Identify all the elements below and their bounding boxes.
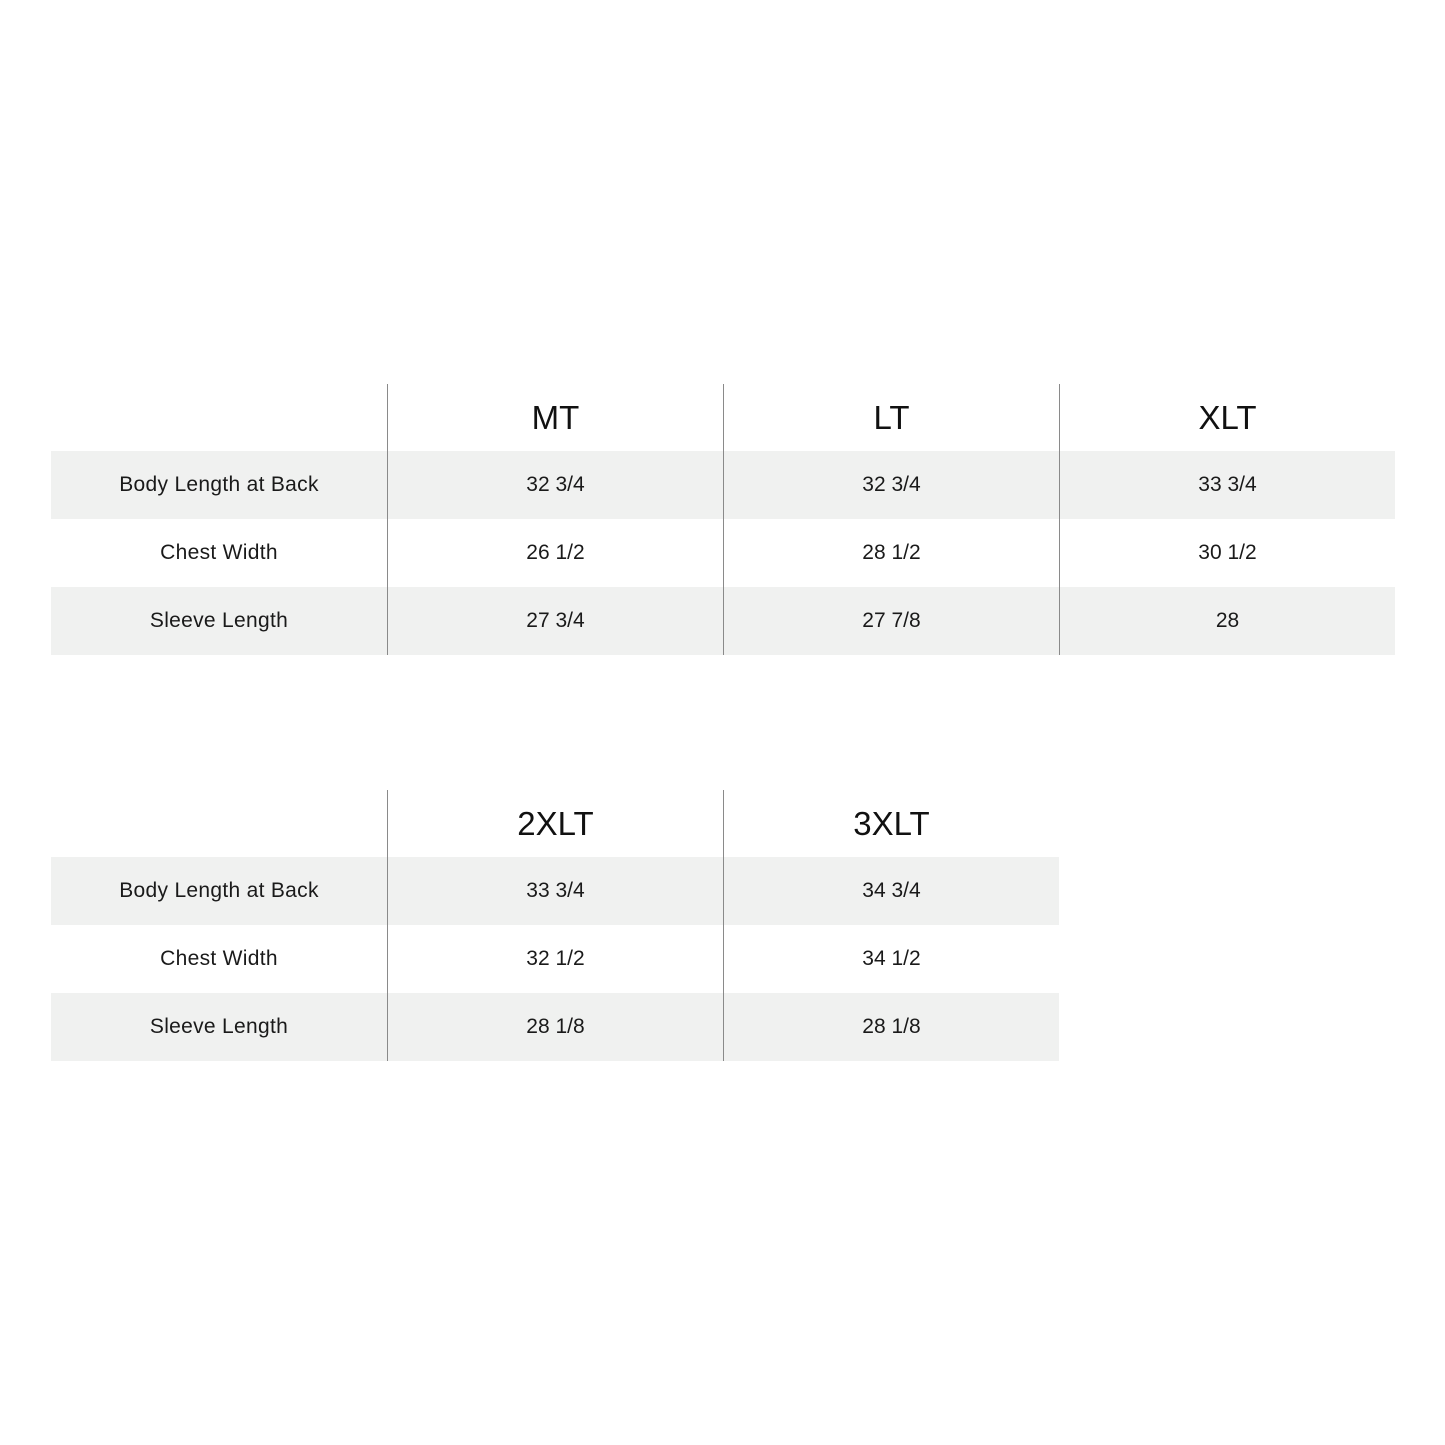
table-cell: 27 7/8 [723,587,1059,655]
size-chart-table-2: 2XLT 3XLT Body Length at Back 33 3/4 34 … [51,790,1059,1061]
table-cell: 32 3/4 [723,451,1059,519]
table-row: Sleeve Length 28 1/8 28 1/8 [51,993,1059,1061]
row-label: Chest Width [160,541,278,564]
row-label: Body Length at Back [51,451,387,519]
table-cell: 28 1/8 [723,993,1059,1061]
row-label: Body Length at Back [51,857,387,925]
table-header-row: MT LT XLT [51,384,1395,451]
row-label: Sleeve Length [51,587,387,655]
table-cell: 28 1/2 [723,519,1059,587]
size-header: 3XLT [723,790,1059,857]
table-row: Chest Width 32 1/2 34 1/2 [51,925,1059,993]
header-corner [51,384,387,451]
table-cell: 26 1/2 [387,519,723,587]
table-cell: 30 1/2 [1059,519,1395,587]
row-label: Sleeve Length [51,993,387,1061]
table-cell: 32 1/2 [387,925,723,993]
table-row: Body Length at Back 32 3/4 32 3/4 33 3/4 [51,451,1395,519]
table-cell: 28 1/8 [387,993,723,1061]
size-header: MT [387,384,723,451]
table-cell: 34 1/2 [723,925,1059,993]
size-header: XLT [1059,384,1395,451]
table-cell: 33 3/4 [1059,451,1395,519]
table-cell: 32 3/4 [387,451,723,519]
table-cell: 34 3/4 [723,857,1059,925]
table-cell: 27 3/4 [387,587,723,655]
table-header-row: 2XLT 3XLT [51,790,1059,857]
size-header: 2XLT [387,790,723,857]
table-row: Sleeve Length 27 3/4 27 7/8 28 [51,587,1395,655]
header-corner [51,790,387,857]
table-cell: 33 3/4 [387,857,723,925]
size-chart-table-1: MT LT XLT Body Length at Back 32 3/4 32 … [51,384,1395,655]
table-row: Chest Width 26 1/2 28 1/2 30 1/2 [51,519,1395,587]
table-row: Body Length at Back 33 3/4 34 3/4 [51,857,1059,925]
table-cell: 28 [1059,587,1395,655]
size-header: LT [723,384,1059,451]
row-label: Chest Width [160,947,278,970]
